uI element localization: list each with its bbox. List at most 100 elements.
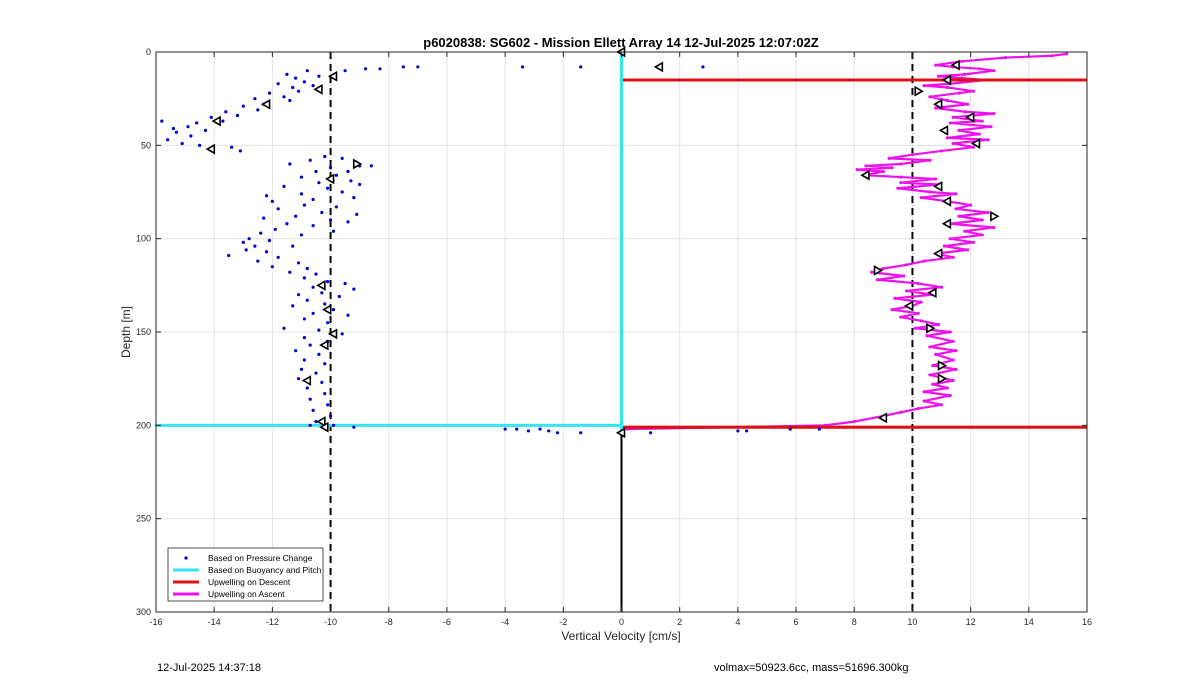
data-point xyxy=(299,367,304,371)
series-point xyxy=(913,326,917,330)
series-point xyxy=(945,85,949,90)
data-point xyxy=(174,130,178,134)
direction-marker xyxy=(327,328,338,340)
series-point xyxy=(948,237,952,241)
data-point xyxy=(294,76,298,80)
series-point xyxy=(992,225,996,230)
data-point xyxy=(349,179,353,183)
data-point xyxy=(282,184,286,188)
series-point xyxy=(957,128,961,132)
series-point xyxy=(939,149,944,153)
series-point xyxy=(951,358,955,362)
data-point xyxy=(302,80,306,84)
series-point xyxy=(896,186,900,190)
data-point xyxy=(209,115,213,119)
direction-marker xyxy=(903,300,914,312)
data-point xyxy=(311,311,315,315)
x-tick-label: -10 xyxy=(324,617,337,627)
data-point xyxy=(352,196,356,200)
data-point xyxy=(538,427,542,431)
data-point xyxy=(326,403,330,407)
direction-marker xyxy=(914,85,924,97)
data-point xyxy=(701,65,705,69)
axes: -16 -14 -12 -10 -8 -6 -4 -2 0 2 4 6 8 10 12 14 16 0 50 100 1… xyxy=(136,47,1092,627)
x-axis-label: Vertical Velocity [cm/s] xyxy=(561,629,680,643)
direction-marker xyxy=(205,143,216,155)
y-tick-label: 250 xyxy=(136,514,151,524)
data-point xyxy=(331,229,336,233)
direction-marker xyxy=(316,416,326,427)
series-point xyxy=(945,136,949,140)
data-point xyxy=(273,227,277,231)
data-point xyxy=(291,304,295,308)
direction-marker xyxy=(965,111,975,123)
data-point xyxy=(320,380,324,384)
data-point xyxy=(288,98,292,103)
y-tick-label: 0 xyxy=(146,47,151,57)
series-point xyxy=(919,300,923,304)
series-point xyxy=(902,274,906,278)
series-point xyxy=(899,181,903,185)
data-point xyxy=(340,156,344,160)
data-point xyxy=(352,425,356,429)
data-point xyxy=(294,349,298,353)
data-point xyxy=(189,134,193,138)
data-point xyxy=(817,427,821,431)
direction-marker xyxy=(301,375,312,386)
series-line xyxy=(627,52,1067,431)
data-point xyxy=(346,313,350,317)
data-point xyxy=(314,169,318,174)
data-point xyxy=(267,91,272,95)
direction-marker xyxy=(941,218,952,230)
data-point xyxy=(311,224,315,228)
series-point xyxy=(875,278,880,282)
data-point xyxy=(305,266,309,271)
data-point xyxy=(314,420,318,424)
data-point xyxy=(331,423,336,427)
data-point xyxy=(358,182,362,187)
series-point xyxy=(948,121,952,125)
series-point xyxy=(966,102,970,106)
data-point xyxy=(416,65,420,69)
data-point xyxy=(343,281,347,286)
data-point xyxy=(264,194,269,198)
series-point xyxy=(928,190,932,194)
data-point xyxy=(343,69,347,73)
data-point xyxy=(241,240,245,244)
data-point xyxy=(308,397,312,401)
series-point xyxy=(986,210,990,215)
series-point xyxy=(992,112,996,116)
series-point xyxy=(928,373,932,377)
data-point xyxy=(503,427,507,431)
direction-marker xyxy=(970,138,981,149)
data-point xyxy=(291,85,295,90)
data-point xyxy=(317,74,321,78)
series-point xyxy=(980,218,984,222)
series-point xyxy=(977,67,981,71)
x-tick-label: -6 xyxy=(443,617,451,627)
data-point xyxy=(285,222,289,226)
data-point xyxy=(253,244,257,248)
series-point xyxy=(934,63,938,67)
legend-box xyxy=(167,547,324,602)
series-point xyxy=(939,285,944,289)
direction-marker xyxy=(937,373,948,385)
series-point xyxy=(864,164,868,168)
series-point xyxy=(954,192,958,196)
data-point xyxy=(314,371,318,375)
data-point xyxy=(314,272,318,276)
data-point xyxy=(331,308,336,312)
data-point xyxy=(296,89,301,93)
series-point xyxy=(890,308,894,312)
data-point xyxy=(515,427,519,431)
data-point xyxy=(171,126,176,131)
x-tick-label: 16 xyxy=(1082,617,1092,627)
series-point xyxy=(954,349,958,353)
direction-marker xyxy=(653,61,664,73)
data-point xyxy=(244,248,248,252)
data-point xyxy=(296,261,301,265)
data-point xyxy=(160,119,164,123)
data-point xyxy=(291,244,295,248)
data-point xyxy=(317,352,321,356)
